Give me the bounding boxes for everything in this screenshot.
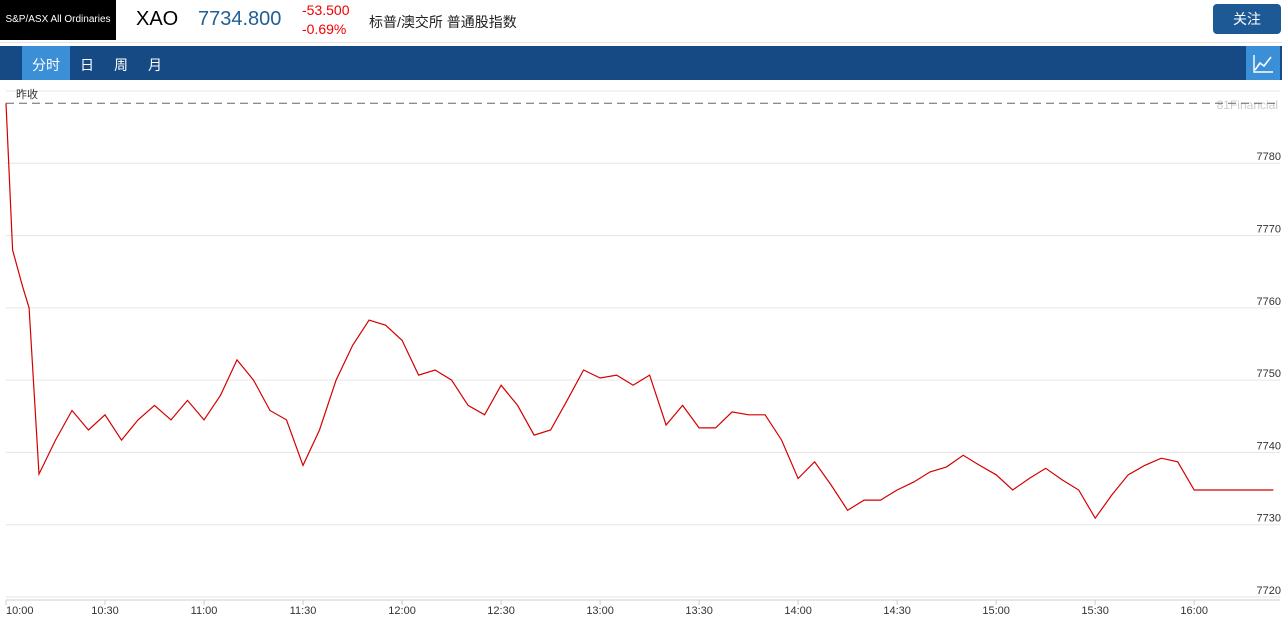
watermark: 81Financial [1217,98,1278,112]
logo: S&P/ASX All Ordinaries [0,0,116,40]
x-tick-label: 15:00 [982,605,1010,617]
tab[interactable]: 日 [80,57,94,73]
price-line [5,103,1274,520]
x-tick-label: 10:00 [6,605,34,617]
x-tick-label: 10:30 [91,605,119,617]
change-pct: -0.69% [302,21,347,37]
tab-bar: 分时 日 周 月 [0,46,1282,80]
y-tick-label: 7780 [1257,151,1281,163]
tab[interactable]: 分时 [22,46,70,80]
price: 7734.800 [198,8,282,30]
x-tick-label: 15:30 [1081,605,1109,617]
x-tick-label: 11:00 [191,605,218,617]
header: S&P/ASX All Ordinaries XAO 7734.800 -53.… [0,0,1282,43]
chart-icon [1253,55,1273,73]
x-tick-label: 12:30 [487,605,515,617]
y-tick-label: 7720 [1257,585,1281,597]
follow-button[interactable]: 关注 [1213,4,1281,34]
x-tick-label: 12:00 [388,605,416,617]
x-tick-label: 13:00 [586,605,614,617]
x-tick-label: 14:00 [784,605,812,617]
y-tick-label: 7760 [1257,296,1281,308]
tab[interactable]: 周 [114,57,128,73]
reference-label: 昨收 [16,87,38,101]
y-tick-label: 7770 [1257,223,1281,235]
x-tick-label: 14:30 [883,605,911,617]
chart: 81Financial 7720 7730 7740 7750 7760 7770 7780… [5,87,1281,617]
tab[interactable]: 月 [148,57,162,73]
x-tick-label: 16:00 [1180,605,1208,617]
chart-toggle[interactable] [1246,46,1280,80]
y-tick-label: 7740 [1257,440,1281,452]
index-name: 标普/澳交所 普通股指数 [369,14,517,30]
y-tick-label: 7730 [1257,513,1281,525]
x-tick-label: 11:30 [290,605,317,617]
symbol: XAO [136,8,179,30]
y-tick-label: 7750 [1257,368,1281,380]
x-tick-label: 13:30 [685,605,713,617]
change: -53.500 [302,2,350,18]
